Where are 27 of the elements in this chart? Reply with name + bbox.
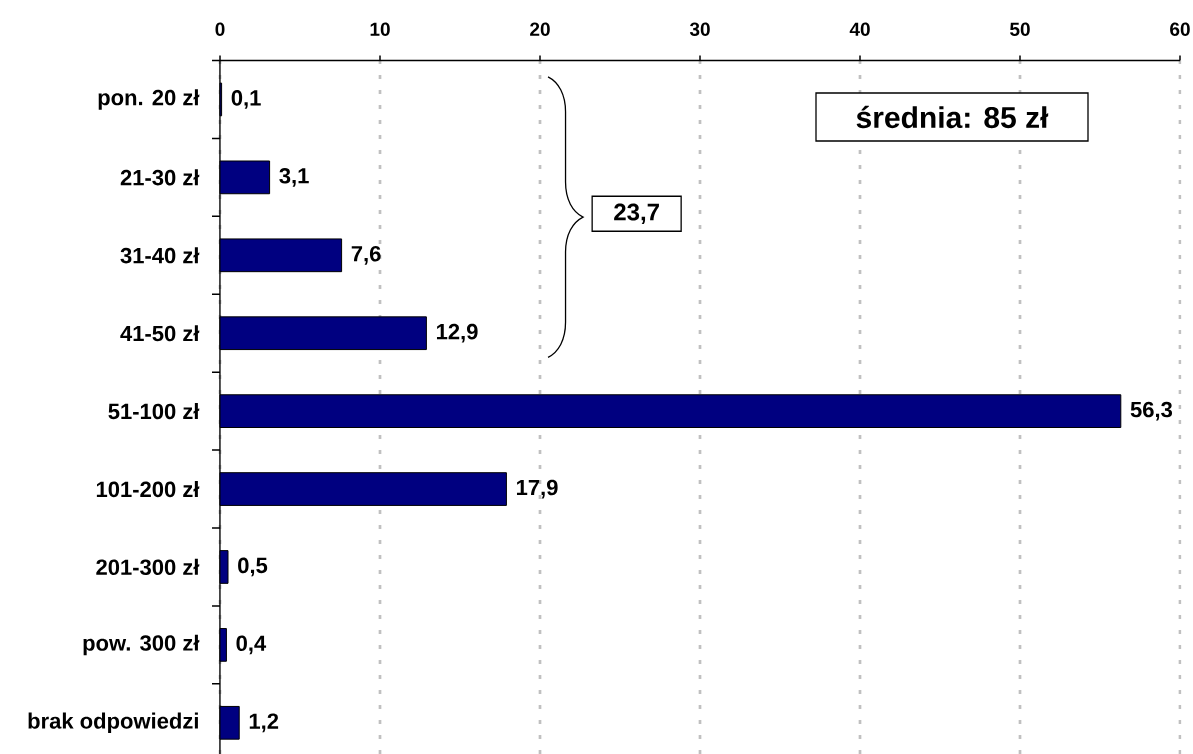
y-tick-label: 41-50 zł — [120, 325, 200, 342]
x-tick-label: 0 — [215, 22, 225, 36]
data-label: 17,9 — [516, 479, 558, 499]
x-tick-label: 50 — [1010, 22, 1030, 36]
annotation: 23,7 — [614, 203, 659, 224]
data-label: 1,2 — [249, 713, 279, 733]
x-tick-label: 10 — [370, 22, 390, 36]
data-label: 56,3 — [1130, 401, 1173, 421]
y-tick-label: 31-40 zł — [120, 247, 200, 264]
y-tick-label: brak odpowiedzi — [28, 712, 198, 734]
data-label: 12,9 — [436, 323, 478, 343]
data-label: 0,4 — [236, 635, 267, 655]
x-tick-label: 30 — [689, 22, 710, 36]
data-label: 0,5 — [238, 557, 268, 577]
x-tick-label: 60 — [1170, 22, 1190, 36]
data-label: 3,1 — [279, 167, 309, 187]
y-tick-label: 101-200 zł — [96, 480, 200, 498]
x-tick-label: 20 — [530, 22, 550, 36]
data-label: 7,6 — [351, 245, 381, 265]
y-tick-label: pow. 300 zł — [83, 634, 200, 656]
y-tick-label: 51-100 zł — [108, 403, 200, 420]
y-tick-label: 21-30 zł — [120, 169, 200, 186]
data-label: 0,1 — [231, 90, 261, 109]
annotation: średnia: 85 zł — [856, 105, 1049, 129]
y-tick-label: 201-300 zł — [96, 558, 200, 576]
y-tick-label: pon. 20 zł — [98, 89, 200, 110]
x-tick-label: 40 — [849, 22, 870, 36]
